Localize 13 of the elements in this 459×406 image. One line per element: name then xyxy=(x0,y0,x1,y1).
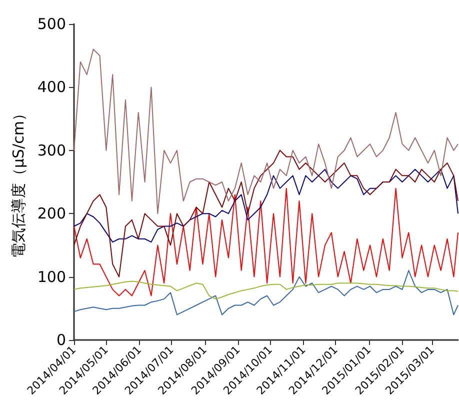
y-axis-title: 電気伝導度（μS/cm） xyxy=(10,106,28,258)
line-series xyxy=(74,280,458,300)
y-tick-label: 400 xyxy=(37,78,66,96)
line-series xyxy=(74,188,458,296)
y-tick-label: 500 xyxy=(37,15,66,33)
line-series xyxy=(74,270,458,316)
line-series xyxy=(74,150,458,278)
line-series xyxy=(74,48,458,214)
y-tick-label: 0 xyxy=(56,331,66,349)
y-tick-label: 100 xyxy=(37,268,66,286)
y-tick-label: 300 xyxy=(37,141,66,160)
y-tick-label: 200 xyxy=(37,204,66,223)
line-series xyxy=(74,168,458,243)
